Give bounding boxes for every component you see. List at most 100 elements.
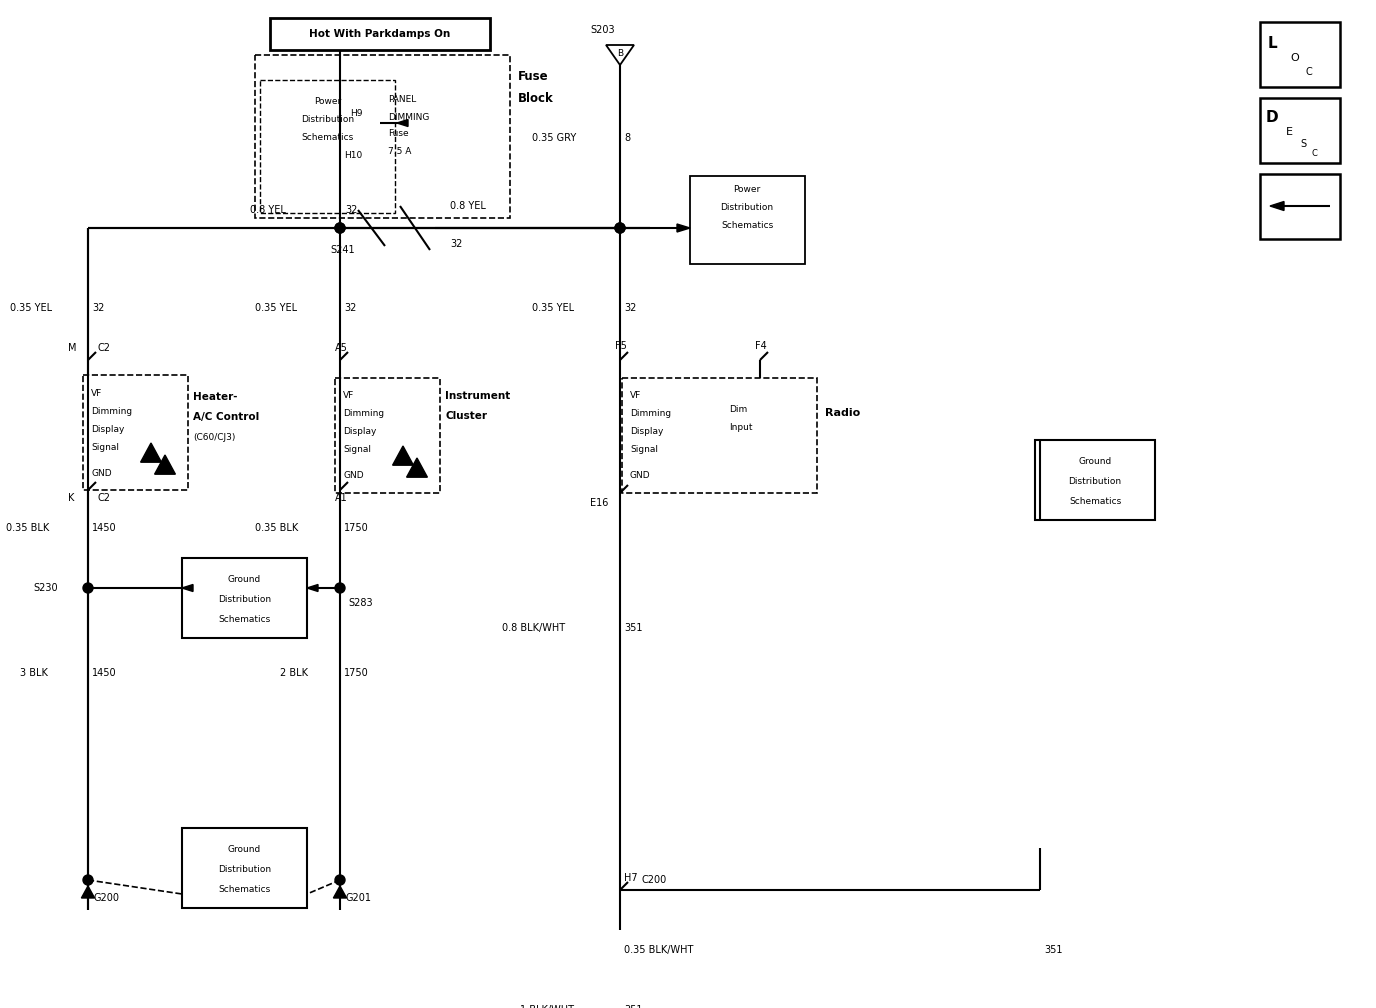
Text: H10: H10	[344, 150, 362, 159]
Text: 0.8 YEL: 0.8 YEL	[250, 205, 286, 215]
Text: H9: H9	[350, 109, 362, 118]
Text: Radio: Radio	[826, 408, 860, 418]
Text: 32: 32	[623, 303, 636, 313]
Text: Dim: Dim	[729, 405, 747, 414]
Polygon shape	[677, 224, 689, 232]
Text: C200: C200	[643, 875, 667, 885]
Polygon shape	[140, 443, 161, 463]
Text: Signal: Signal	[630, 446, 658, 455]
Text: 1450: 1450	[92, 523, 117, 533]
Text: S283: S283	[348, 598, 373, 608]
Bar	[182, 828, 307, 908]
Circle shape	[334, 223, 345, 233]
Text: Power: Power	[314, 98, 341, 107]
Circle shape	[83, 583, 94, 593]
Text: Fuse: Fuse	[517, 71, 549, 84]
Text: VF: VF	[630, 391, 641, 400]
Text: 0.35 YEL: 0.35 YEL	[533, 303, 574, 313]
Text: 32: 32	[450, 239, 462, 249]
Text: VF: VF	[343, 391, 354, 400]
Bar	[689, 176, 805, 264]
Text: VF: VF	[91, 388, 102, 397]
Text: M: M	[67, 343, 77, 353]
Text: 3 BLK: 3 BLK	[21, 668, 48, 678]
Text: O: O	[1291, 53, 1299, 62]
Text: S: S	[1300, 139, 1306, 149]
Polygon shape	[81, 886, 95, 898]
Text: 0.35 GRY: 0.35 GRY	[533, 133, 577, 143]
Text: 0.8 YEL: 0.8 YEL	[450, 201, 486, 211]
Text: C: C	[1306, 67, 1313, 77]
Polygon shape	[605, 45, 634, 65]
Circle shape	[334, 875, 345, 885]
Text: Display: Display	[630, 427, 663, 436]
Polygon shape	[392, 446, 413, 466]
Polygon shape	[333, 886, 347, 898]
Text: 32: 32	[344, 303, 356, 313]
Text: GND: GND	[630, 472, 651, 481]
Text: Distribution: Distribution	[301, 116, 354, 125]
Polygon shape	[398, 120, 409, 126]
Text: Schematics: Schematics	[219, 616, 271, 625]
Text: K: K	[67, 493, 74, 503]
Text: 0.35 BLK: 0.35 BLK	[6, 523, 50, 533]
Circle shape	[334, 223, 345, 233]
Text: S241: S241	[330, 245, 355, 255]
Text: 8: 8	[623, 133, 630, 143]
Text: Display: Display	[91, 424, 124, 433]
Text: Hot With Parkdamps On: Hot With Parkdamps On	[310, 29, 450, 39]
Text: G201: G201	[345, 893, 372, 903]
Text: 351: 351	[623, 1005, 643, 1008]
Text: 2 BLK: 2 BLK	[279, 668, 308, 678]
Bar	[260, 80, 395, 213]
Text: 1750: 1750	[344, 668, 369, 678]
Text: C2: C2	[98, 493, 111, 503]
Text: Ground: Ground	[228, 576, 261, 585]
Text: H7: H7	[623, 873, 637, 883]
Text: 0.35 YEL: 0.35 YEL	[255, 303, 297, 313]
Circle shape	[334, 583, 345, 593]
Text: Schematics: Schematics	[1069, 498, 1121, 506]
Text: 1450: 1450	[92, 668, 117, 678]
Text: Cluster: Cluster	[444, 411, 487, 421]
Text: Ground: Ground	[228, 846, 261, 855]
Polygon shape	[307, 585, 318, 592]
Polygon shape	[406, 458, 428, 477]
Text: 1750: 1750	[344, 523, 369, 533]
Text: Power: Power	[733, 185, 761, 195]
Text: 7.5 A: 7.5 A	[388, 146, 411, 155]
Text: Fuse: Fuse	[388, 129, 409, 138]
Bar	[622, 378, 817, 493]
Bar	[1035, 440, 1154, 520]
Text: 32: 32	[92, 303, 105, 313]
Text: 351: 351	[623, 623, 643, 633]
Text: L: L	[1269, 35, 1278, 50]
Text: Signal: Signal	[343, 446, 372, 455]
Text: Schematics: Schematics	[721, 222, 773, 231]
Polygon shape	[154, 455, 175, 474]
Bar	[1260, 98, 1340, 163]
Text: Schematics: Schematics	[301, 133, 354, 142]
Text: S203: S203	[590, 25, 615, 35]
Text: GND: GND	[343, 472, 363, 481]
Polygon shape	[182, 585, 193, 592]
Text: G200: G200	[94, 893, 118, 903]
Bar	[182, 558, 307, 638]
Text: A1: A1	[334, 493, 348, 503]
Bar	[1260, 22, 1340, 87]
Text: Dimming: Dimming	[630, 409, 671, 418]
Text: Dimming: Dimming	[343, 409, 384, 418]
Text: E: E	[1287, 127, 1293, 137]
Text: 0.35 BLK: 0.35 BLK	[255, 523, 299, 533]
Text: Signal: Signal	[91, 443, 118, 452]
Text: C: C	[1311, 149, 1318, 158]
Text: F4: F4	[755, 341, 766, 351]
Polygon shape	[1270, 202, 1284, 211]
Text: Instrument: Instrument	[444, 391, 510, 401]
Bar	[334, 378, 440, 493]
Text: C2: C2	[98, 343, 111, 353]
Text: D: D	[1266, 111, 1278, 126]
Text: Input: Input	[729, 423, 753, 432]
Text: Block: Block	[517, 93, 553, 106]
Text: Dimming: Dimming	[91, 406, 132, 415]
